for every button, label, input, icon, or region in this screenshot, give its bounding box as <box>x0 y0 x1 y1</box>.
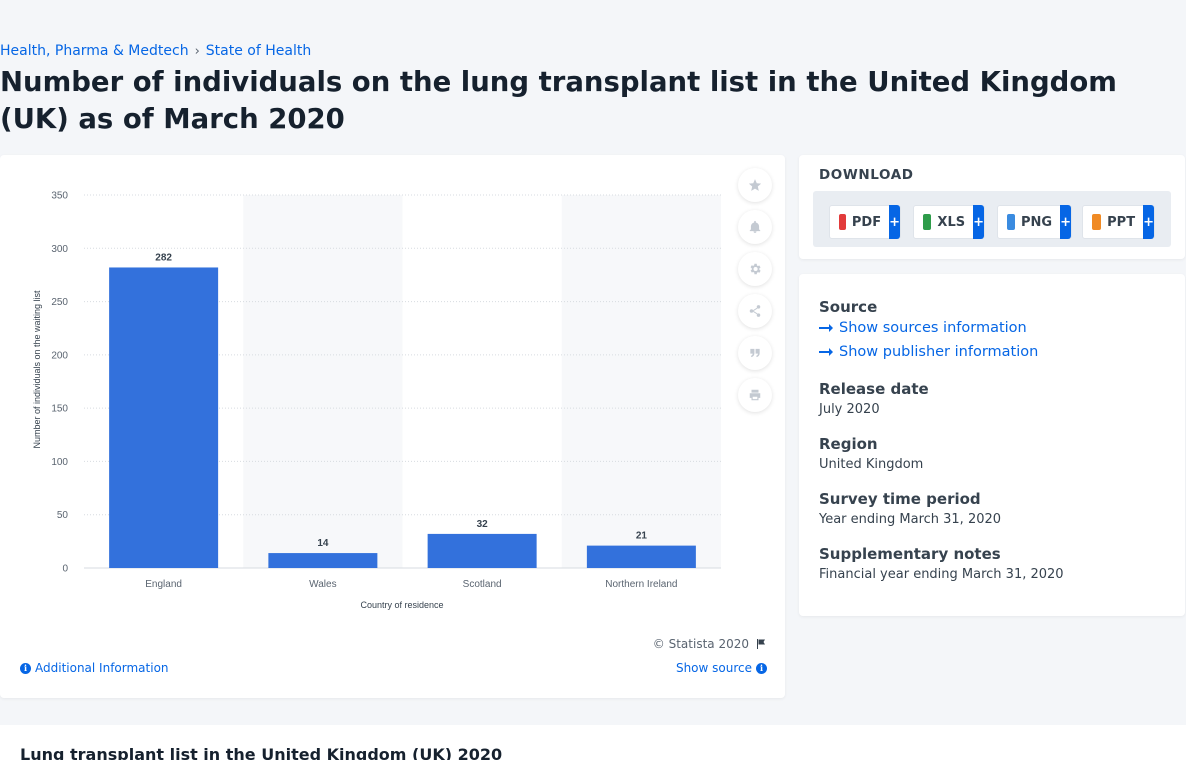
print-button[interactable] <box>738 378 772 412</box>
arrow-right-icon <box>819 347 833 357</box>
download-png-button[interactable]: PNG + <box>997 205 1072 239</box>
show-source-link[interactable]: Show source i <box>676 661 767 675</box>
x-tick-label: Northern Ireland <box>605 579 677 590</box>
download-png-label: PNG <box>1021 215 1052 230</box>
release-date-heading: Release date <box>819 380 929 398</box>
flag-icon[interactable] <box>755 638 767 650</box>
bar-northern-ireland <box>587 546 696 568</box>
y-tick-label: 250 <box>51 297 68 308</box>
breadcrumb-item-health[interactable]: Health, Pharma & Medtech <box>0 43 189 59</box>
page-title: Number of individuals on the lung transp… <box>0 64 1186 138</box>
show-sources-link[interactable]: Show sources information <box>819 320 1027 336</box>
source-heading: Source <box>819 298 877 316</box>
download-buttons: PDF + XLS + PNG + PPT + <box>813 191 1171 247</box>
show-publisher-label: Show publisher information <box>839 344 1038 360</box>
statistic-info-card: Source Show sources information Show pub… <box>799 274 1185 616</box>
additional-information-label: Additional Information <box>35 661 169 675</box>
share-button[interactable] <box>738 294 772 328</box>
quote-icon <box>748 346 762 360</box>
y-tick-label: 300 <box>51 244 68 255</box>
print-icon <box>748 388 762 402</box>
x-tick-label: Scotland <box>463 579 502 590</box>
notification-button[interactable] <box>738 210 772 244</box>
download-title: DOWNLOAD <box>819 167 914 183</box>
y-tick-label: 0 <box>62 564 68 575</box>
region-value: United Kingdom <box>819 457 923 472</box>
bell-icon <box>748 220 762 234</box>
y-tick-label: 50 <box>57 510 69 521</box>
pdf-file-icon <box>839 214 846 230</box>
favorite-button[interactable] <box>738 168 772 202</box>
chart-tools <box>738 168 772 420</box>
plus-icon: + <box>889 205 900 239</box>
data-label: 282 <box>155 252 172 263</box>
settings-button[interactable] <box>738 252 772 286</box>
info-icon: i <box>756 663 767 674</box>
download-ppt-label: PPT <box>1107 215 1135 230</box>
top-bar <box>0 0 1186 36</box>
column-band <box>562 195 721 568</box>
plus-icon: + <box>1143 205 1154 239</box>
breadcrumb: Health, Pharma & Medtech › State of Heal… <box>0 43 311 59</box>
data-label: 32 <box>477 519 489 530</box>
bar-scotland <box>428 534 537 568</box>
download-pdf-button[interactable]: PDF + <box>829 205 901 239</box>
related-card: Lung transplant list in the United Kingd… <box>0 725 1186 760</box>
data-label: 21 <box>636 531 648 542</box>
x-tick-label: England <box>145 579 182 590</box>
download-xls-label: XLS <box>937 215 965 230</box>
download-card: DOWNLOAD PDF + XLS + PNG + PPT + <box>799 155 1185 259</box>
ppt-file-icon <box>1092 214 1101 230</box>
breadcrumb-item-state-of-health[interactable]: State of Health <box>206 43 311 59</box>
y-tick-label: 100 <box>51 457 68 468</box>
bar-england <box>109 267 218 568</box>
plus-icon: + <box>973 205 984 239</box>
download-ppt-button[interactable]: PPT + <box>1082 205 1155 239</box>
info-icon: i <box>20 663 31 674</box>
additional-information-link[interactable]: i Additional Information <box>20 661 169 675</box>
bar-chart: 0 50 100 150 200 250 300 350 282 England 14 Wales 32… <box>0 155 730 625</box>
chart-card: 0 50 100 150 200 250 300 350 282 England 14 Wales 32… <box>0 155 785 698</box>
download-xls-button[interactable]: XLS + <box>913 205 985 239</box>
copyright-text: © Statista 2020 <box>653 637 749 651</box>
show-source-label: Show source <box>676 661 752 675</box>
y-axis-title: Number of individuals on the waiting lis… <box>32 290 42 449</box>
plus-icon: + <box>1060 205 1071 239</box>
star-icon <box>748 178 762 192</box>
xls-file-icon <box>923 214 931 230</box>
show-publisher-link[interactable]: Show publisher information <box>819 344 1038 360</box>
y-tick-label: 150 <box>51 404 68 415</box>
x-axis-title: Country of residence <box>360 600 443 610</box>
region-heading: Region <box>819 435 878 453</box>
survey-period-heading: Survey time period <box>819 490 981 508</box>
download-pdf-label: PDF <box>852 215 881 230</box>
y-tick-label: 350 <box>51 191 68 202</box>
survey-period-value: Year ending March 31, 2020 <box>819 512 1001 527</box>
breadcrumb-separator: › <box>195 44 200 59</box>
cite-button[interactable] <box>738 336 772 370</box>
gear-icon <box>748 262 762 276</box>
share-icon <box>748 304 762 318</box>
data-label: 14 <box>317 538 329 549</box>
release-date-value: July 2020 <box>819 402 880 417</box>
supplementary-notes-heading: Supplementary notes <box>819 545 1001 563</box>
bar-wales <box>268 553 377 568</box>
copyright: © Statista 2020 <box>653 637 767 651</box>
supplementary-notes-value: Financial year ending March 31, 2020 <box>819 567 1064 582</box>
related-title: Lung transplant list in the United Kingd… <box>20 745 502 760</box>
column-band <box>243 195 402 568</box>
arrow-right-icon <box>819 323 833 333</box>
show-sources-label: Show sources information <box>839 320 1027 336</box>
png-file-icon <box>1007 214 1015 230</box>
x-tick-label: Wales <box>309 579 336 590</box>
y-tick-label: 200 <box>51 350 68 361</box>
